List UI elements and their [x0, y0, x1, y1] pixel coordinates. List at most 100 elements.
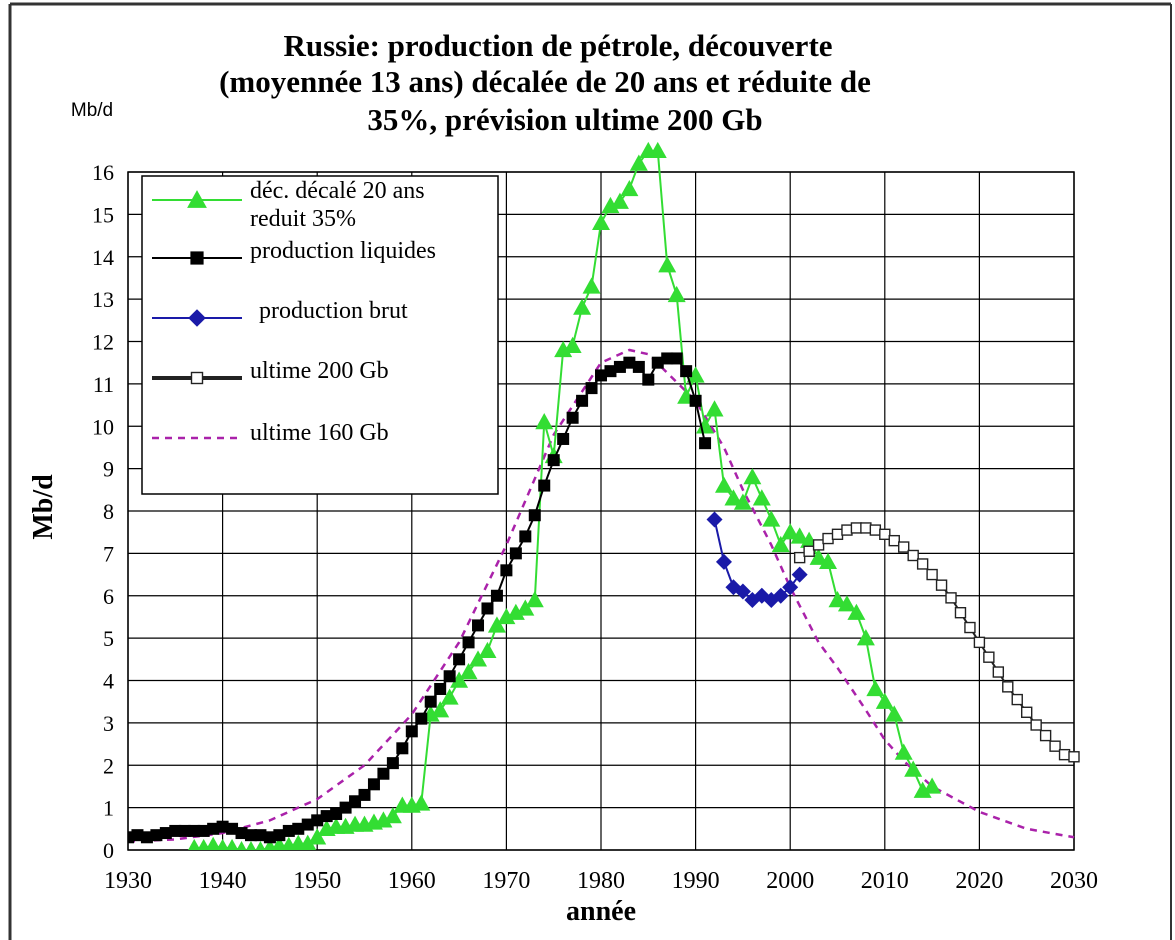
- point-production-liquides: [481, 602, 494, 615]
- y-tick-label: 11: [93, 372, 114, 397]
- point-production-liquides: [604, 365, 617, 378]
- point-production-brut: [772, 587, 789, 604]
- point-production-liquides: [689, 394, 702, 407]
- point-ultime-200: [907, 549, 919, 562]
- point-ultime-200: [926, 568, 938, 581]
- point-discovery-shifted: [573, 298, 592, 315]
- y-tick-label: 1: [103, 796, 114, 821]
- x-tick-label: 1930: [104, 868, 152, 894]
- point-production-liquides: [405, 725, 418, 738]
- point-discovery-shifted: [885, 705, 904, 722]
- point-discovery-shifted: [894, 743, 913, 760]
- point-production-liquides: [207, 822, 220, 835]
- point-discovery-shifted: [620, 179, 639, 197]
- y-tick-label: 16: [92, 160, 114, 185]
- point-production-liquides: [263, 831, 276, 844]
- point-discovery-shifted: [255, 841, 266, 850]
- point-ultime-200: [831, 528, 844, 541]
- point-production-liquides: [595, 369, 607, 382]
- point-discovery-shifted: [582, 277, 601, 294]
- point-discovery-shifted: [629, 154, 648, 171]
- point-discovery-shifted: [308, 828, 327, 845]
- point-production-liquides: [576, 394, 589, 407]
- point-production-liquides: [197, 824, 210, 837]
- y-tick-label: 0: [103, 838, 114, 863]
- legend-box: [141, 175, 499, 495]
- point-discovery-shifted: [847, 603, 866, 620]
- point-ultime-200: [964, 621, 976, 634]
- point-discovery-shifted: [856, 629, 875, 646]
- point-discovery-shifted: [696, 417, 715, 434]
- point-production-liquides: [670, 352, 683, 365]
- y-tick-label: 4: [103, 669, 114, 694]
- point-production-liquides: [415, 712, 428, 725]
- point-production-liquides: [311, 814, 324, 827]
- series: [128, 141, 1080, 850]
- point-production-liquides: [519, 530, 532, 543]
- x-tick-label: 1950: [293, 868, 341, 894]
- point-ultime-200: [1030, 719, 1042, 731]
- point-discovery-shifted: [648, 141, 667, 159]
- point-production-brut: [734, 583, 751, 600]
- y-tick-label: 7: [103, 541, 114, 566]
- point-ultime-200: [983, 651, 995, 663]
- point-production-brut: [706, 511, 723, 528]
- point-production-liquides: [613, 360, 626, 373]
- x-tick-label: 1990: [672, 868, 720, 894]
- chart-title-line-1: Russie: production de pétrole, découvert…: [283, 28, 832, 63]
- legend-label-production-liquides: production liquides: [250, 238, 436, 264]
- point-production-liquides: [301, 818, 314, 831]
- point-discovery-shifted: [819, 552, 838, 570]
- point-production-brut: [715, 553, 732, 570]
- x-tick-label: 2000: [766, 868, 814, 894]
- y-tick-label: 14: [92, 245, 114, 270]
- y-tick-label: 15: [92, 202, 114, 227]
- point-discovery-shifted: [506, 603, 525, 620]
- point-ultime-200: [1021, 706, 1033, 718]
- point-discovery-shifted: [478, 641, 497, 659]
- point-production-liquides: [472, 619, 485, 632]
- point-production-liquides: [226, 822, 239, 835]
- point-production-liquides: [320, 810, 333, 823]
- legend-label-discovery-line-1: déc. décalé 20 ans: [250, 178, 425, 204]
- point-discovery-shifted: [904, 760, 923, 777]
- point-discovery-shifted: [866, 679, 885, 697]
- point-production-liquides: [377, 767, 390, 780]
- point-production-liquides: [642, 373, 655, 386]
- point-production-liquides: [386, 757, 399, 770]
- point-production-liquides: [358, 788, 371, 801]
- point-ultime-200: [973, 636, 986, 649]
- point-discovery-shifted: [535, 413, 554, 430]
- point-discovery-shifted: [837, 595, 856, 612]
- point-discovery-shifted: [762, 510, 781, 527]
- point-discovery-shifted: [205, 836, 221, 850]
- point-discovery-shifted: [809, 548, 828, 565]
- point-production-liquides: [159, 827, 172, 840]
- point-production-liquides: [131, 829, 144, 842]
- point-production-liquides: [128, 831, 134, 844]
- x-tick-label: 2010: [861, 868, 909, 894]
- point-ultime-200: [954, 607, 967, 619]
- point-discovery-shifted: [828, 590, 847, 608]
- point-ultime-200: [822, 532, 834, 545]
- point-production-liquides: [188, 824, 201, 837]
- point-production-liquides: [216, 820, 229, 833]
- point-discovery-shifted: [743, 468, 762, 485]
- point-production-liquides: [538, 479, 551, 492]
- point-discovery-shifted: [554, 340, 573, 358]
- legend-label-discovery-line-2: reduit 35%: [250, 206, 356, 232]
- point-production-liquides: [443, 670, 456, 683]
- point-production-liquides: [396, 742, 409, 755]
- point-ultime-200: [898, 541, 910, 553]
- point-ultime-200: [992, 666, 1005, 678]
- point-discovery-shifted: [667, 285, 686, 303]
- point-discovery-shifted: [592, 213, 610, 231]
- point-production-liquides: [169, 824, 182, 837]
- legend-marker-production-brut: [188, 309, 206, 327]
- y-tick-label: 12: [92, 330, 114, 355]
- x-tick-label: 1960: [388, 868, 436, 894]
- point-ultime-200: [1058, 748, 1071, 761]
- point-production-liquides: [150, 829, 163, 842]
- point-ultime-200: [888, 534, 900, 547]
